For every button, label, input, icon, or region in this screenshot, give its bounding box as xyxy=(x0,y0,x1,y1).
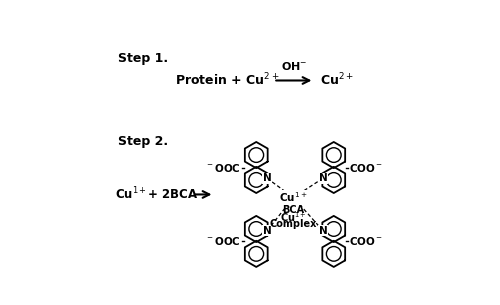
Text: N: N xyxy=(318,173,328,183)
Text: Cu$^{2+}$: Cu$^{2+}$ xyxy=(320,72,354,89)
Text: Cu$^{1+}$+ 2BCA: Cu$^{1+}$+ 2BCA xyxy=(115,186,198,203)
Text: Step 2.: Step 2. xyxy=(118,135,168,148)
Text: Complex: Complex xyxy=(270,220,317,229)
Text: $^-$OOC: $^-$OOC xyxy=(205,235,241,247)
Text: N: N xyxy=(318,226,328,236)
Text: Cu$^{1+}$: Cu$^{1+}$ xyxy=(279,191,308,204)
Text: Cu$^{1+}$: Cu$^{1+}$ xyxy=(280,210,307,224)
Text: BCA: BCA xyxy=(282,205,304,215)
Text: Protein + Cu$^{2+}$: Protein + Cu$^{2+}$ xyxy=(175,72,280,89)
Text: $^-$OOC: $^-$OOC xyxy=(205,162,241,174)
Text: N: N xyxy=(262,173,272,183)
Text: N: N xyxy=(262,226,272,236)
Text: COO$^-$: COO$^-$ xyxy=(349,235,384,247)
Text: COO$^-$: COO$^-$ xyxy=(349,162,384,174)
Text: Step 1.: Step 1. xyxy=(118,52,168,65)
Text: OH$^{-}$: OH$^{-}$ xyxy=(280,60,307,72)
